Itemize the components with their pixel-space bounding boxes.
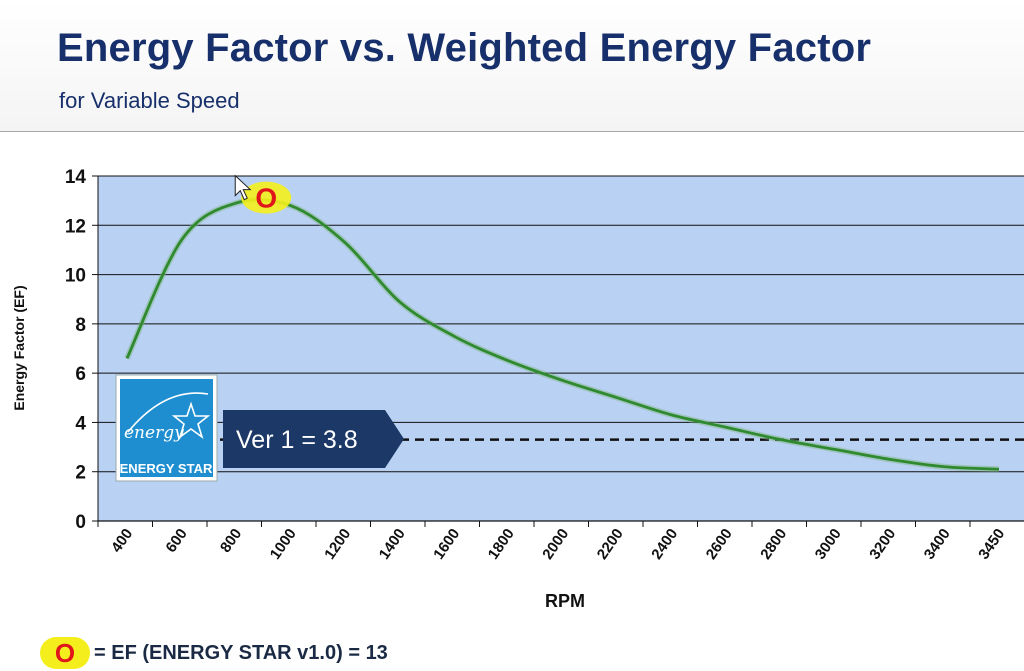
- y-tick-label: 0: [75, 512, 86, 533]
- x-tick-label: 2400: [648, 526, 681, 563]
- x-tick-label: 3400: [921, 526, 954, 563]
- star-icon: [171, 401, 211, 440]
- y-axis-label: Energy Factor (EF): [11, 285, 27, 410]
- logo-bar: [120, 457, 213, 477]
- x-axis-label: RPM: [545, 591, 585, 611]
- energy-star-logo: energy ENERGY STAR: [115, 374, 218, 482]
- y-tick-label: 10: [65, 266, 86, 287]
- peak-marker: O: [241, 181, 292, 214]
- slide-header: Energy Factor vs. Weighted Energy Factor…: [0, 0, 1024, 132]
- plot-area: [98, 176, 1024, 521]
- y-tick-label: 4: [75, 413, 86, 434]
- x-tick-label: 1200: [321, 526, 354, 563]
- logo-sky: [120, 379, 213, 457]
- y-axis: 0 2 4 6 8 10 12 14: [65, 167, 99, 533]
- x-tick-label: 3200: [866, 526, 899, 563]
- marker-symbol: O: [255, 183, 277, 214]
- x-tick-label: 2800: [757, 526, 790, 563]
- marker-highlight: [241, 181, 292, 214]
- logo-script-text: energy: [124, 423, 184, 443]
- x-tick-label: 1600: [430, 526, 463, 563]
- logo-arc: [127, 392, 209, 433]
- callout-label: Ver 1 = 3.8: [236, 426, 358, 454]
- x-tick-label: 1400: [376, 526, 409, 563]
- slide-title: Energy Factor vs. Weighted Energy Factor: [57, 26, 872, 70]
- x-tick-label: 3450: [975, 526, 1008, 563]
- y-tick-label: 8: [75, 315, 86, 336]
- x-axis: 400 600 800 1000 1200 1400 1600 1800 2000 2200 240…: [97, 520, 1024, 563]
- x-tick-label: 1800: [485, 526, 518, 563]
- footer-text: = EF (ENERGY STAR v1.0) = 13: [94, 641, 388, 664]
- x-tick-label: 3000: [812, 526, 845, 563]
- callout-arrow: [223, 410, 404, 468]
- y-tick-label: 12: [65, 216, 86, 237]
- cursor-arrow-shape: [234, 174, 252, 201]
- slide-subtitle: for Variable Speed: [59, 88, 240, 113]
- logo-label: ENERGY STAR: [120, 461, 213, 476]
- x-tick-label: 2600: [703, 526, 736, 563]
- gridlines: [98, 175, 1024, 473]
- x-tick-label: 2000: [539, 526, 572, 563]
- y-tick-label: 2: [75, 463, 86, 484]
- x-tick-label: 800: [217, 526, 245, 556]
- ver1-callout: Ver 1 = 3.8: [223, 410, 404, 468]
- energy-factor-chart: 0 2 4 6 8 10 12 14 400 600 800 1000 1200 1400 1600 180…: [11, 167, 1024, 611]
- x-tick-label: 1000: [267, 526, 300, 563]
- x-tick-label: 2200: [594, 526, 627, 563]
- x-tick-label: 400: [108, 526, 136, 556]
- footer-marker-symbol: O: [40, 637, 90, 669]
- y-tick-label: 6: [75, 364, 86, 385]
- y-tick-label: 14: [65, 167, 87, 188]
- x-tick-label: 600: [162, 526, 190, 556]
- legend-footer: O = EF (ENERGY STAR v1.0) = 13: [40, 636, 388, 670]
- cursor-pointer-icon: [234, 174, 252, 201]
- header-divider: [0, 131, 1024, 132]
